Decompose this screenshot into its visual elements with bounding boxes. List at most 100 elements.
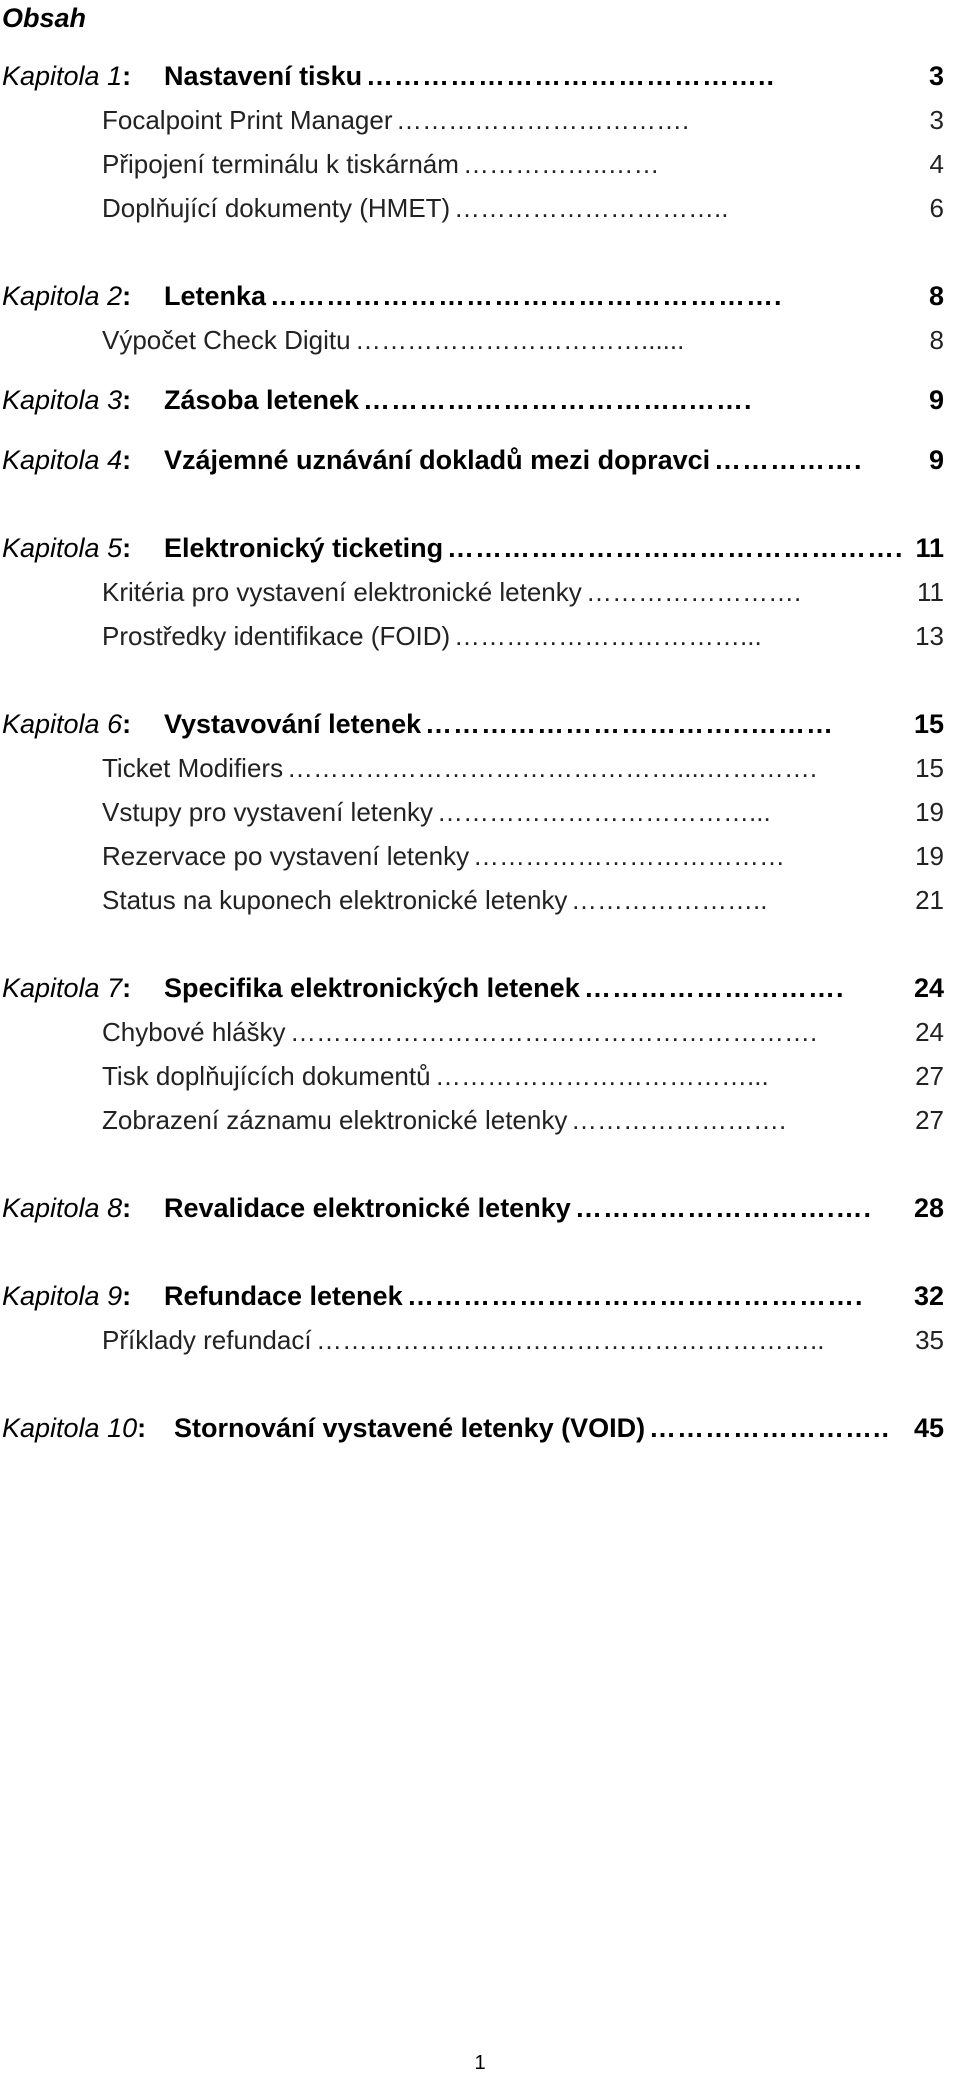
toc-chapter-row[interactable]: Kapitola 3: Zásoba letenek……………………………..……… bbox=[0, 380, 960, 424]
chapter-page-number: 32 bbox=[913, 1281, 944, 1311]
chapter-label: Kapitola 9: bbox=[2, 1276, 131, 1316]
chapter-number: Kapitola 6 bbox=[2, 709, 123, 739]
toc-section-row[interactable]: Příklady refundací………………………………………………….. 3… bbox=[0, 1320, 960, 1364]
section-title: Vstupy pro vystavení letenky bbox=[102, 797, 433, 827]
chapter-line: Kapitola 10: Stornování vystavené letenky… bbox=[0, 1408, 944, 1448]
chapter-line: Kapitola 2: Letenka………………………………………………. 8 bbox=[0, 276, 944, 316]
chapter-label: Kapitola 7: bbox=[2, 968, 131, 1008]
toc-chapter-row[interactable]: Kapitola 6: Vystavování letenek…………………………… bbox=[0, 704, 960, 748]
section-title: Focalpoint Print Manager bbox=[102, 105, 393, 135]
section-title: Zobrazení záznamu elektronické letenky bbox=[102, 1105, 568, 1135]
chapter-colon: : bbox=[137, 1413, 147, 1443]
leader-dots: …………………….. bbox=[649, 1413, 891, 1443]
toc-chapter-row[interactable]: Kapitola 5: Elektronický ticketing…………………… bbox=[0, 528, 960, 572]
toc-section-row[interactable]: Chybové hlášky……………………………………………………. 24 bbox=[0, 1012, 960, 1056]
toc-chapter-row[interactable]: Kapitola 1: Nastavení tisku……………………………………… bbox=[0, 56, 960, 100]
toc-chapter-row[interactable]: Kapitola 10: Stornování vystavené letenky… bbox=[0, 1408, 960, 1452]
toc-section-row[interactable]: Ticket Modifiers………………………………………....………….… bbox=[0, 748, 960, 792]
leader-dots: ………………………………………………….. bbox=[316, 1325, 825, 1355]
leader-dots: …………………………………………. bbox=[447, 533, 901, 563]
section-page-number: 8 bbox=[929, 325, 944, 355]
section-page-number: 24 bbox=[915, 1017, 944, 1047]
section-line: Zobrazení záznamu elektronické letenky……… bbox=[0, 1100, 944, 1140]
leader-dots: ………………….. bbox=[571, 885, 768, 915]
section-title: Chybové hlášky bbox=[102, 1017, 286, 1047]
section-line: Připojení terminálu k tiskárnám……………..……… bbox=[0, 144, 944, 184]
chapter-title: Nastavení tisku bbox=[164, 61, 363, 91]
leader-dots: ……………………………... bbox=[454, 621, 762, 651]
section-line: Chybové hlášky……………………………………………………. 24 bbox=[0, 1012, 944, 1052]
chapter-title: Refundace letenek bbox=[164, 1281, 403, 1311]
chapter-page-number: 9 bbox=[928, 385, 944, 415]
toc-chapter-row[interactable]: Kapitola 2: Letenka………………………………………………. 8 bbox=[0, 276, 960, 320]
section-page-number: 11 bbox=[917, 577, 944, 607]
leader-dots: ………………………………………………. bbox=[270, 281, 783, 311]
chapter-colon: : bbox=[122, 709, 132, 739]
leader-dots: ……………. bbox=[714, 445, 863, 475]
page-number: 1 bbox=[474, 2052, 486, 2074]
section-line: Ticket Modifiers………………………………………....………….… bbox=[0, 748, 944, 788]
chapter-number: Kapitola 3 bbox=[2, 385, 123, 415]
chapter-colon: : bbox=[122, 973, 132, 1003]
chapter-colon: : bbox=[122, 445, 132, 475]
toc-chapter-row[interactable]: Kapitola 8: Revalidace elektronické leten… bbox=[0, 1188, 960, 1232]
section-page-number: 21 bbox=[915, 885, 944, 915]
leader-dots: ……………………………...... bbox=[355, 325, 685, 355]
section-line: Status na kuponech elektronické letenky…… bbox=[0, 880, 944, 920]
chapter-number: Kapitola 5 bbox=[2, 533, 123, 563]
chapter-page-number: 24 bbox=[913, 973, 944, 1003]
chapter-title: Elektronický ticketing bbox=[164, 533, 444, 563]
section-line: Výpočet Check Digitu……………………………...... 8 bbox=[0, 320, 944, 360]
leader-dots: ……………………. bbox=[586, 577, 802, 607]
section-title: Kritéria pro vystavení elektronické lete… bbox=[102, 577, 582, 607]
leader-dots: ……………………………. bbox=[396, 105, 690, 135]
chapter-colon: : bbox=[122, 533, 132, 563]
section-page-number: 4 bbox=[929, 149, 944, 179]
toc-section-row[interactable]: Připojení terminálu k tiskárnám……………..……… bbox=[0, 144, 960, 188]
section-page-number: 19 bbox=[915, 797, 944, 827]
chapter-label: Kapitola 4: bbox=[2, 440, 131, 480]
toc-section-row[interactable]: Zobrazení záznamu elektronické letenky……… bbox=[0, 1100, 960, 1144]
toc-section-row[interactable]: Doplňující dokumenty (HMET)………………………….. 6 bbox=[0, 188, 960, 232]
chapter-line: Kapitola 5: Elektronický ticketing…………………… bbox=[0, 528, 944, 568]
chapter-title: Revalidace elektronické letenky bbox=[164, 1193, 571, 1223]
toc-section-row[interactable]: Prostředky identifikace (FOID)…………………………… bbox=[0, 616, 960, 660]
section-title: Status na kuponech elektronické letenky bbox=[102, 885, 568, 915]
section-page-number: 19 bbox=[915, 841, 944, 871]
chapter-page-number: 15 bbox=[913, 709, 944, 739]
chapter-number: Kapitola 7 bbox=[2, 973, 123, 1003]
chapter-number: Kapitola 8 bbox=[2, 1193, 123, 1223]
toc-section-row[interactable]: Vstupy pro vystavení letenky………………………………… bbox=[0, 792, 960, 836]
toc-section-row[interactable]: Výpočet Check Digitu……………………………...... 8 bbox=[0, 320, 960, 364]
section-page-number: 27 bbox=[915, 1105, 944, 1135]
toc-chapter-row[interactable]: Kapitola 4: Vzájemné uznávání dokladů mez… bbox=[0, 440, 960, 484]
leader-dots: ………………………….. bbox=[454, 193, 729, 223]
chapter-line: Kapitola 7: Specifika elektronických lete… bbox=[0, 968, 944, 1008]
toc-chapter-row[interactable]: Kapitola 9: Refundace letenek………………………………… bbox=[0, 1276, 960, 1320]
chapter-label: Kapitola 5: bbox=[2, 528, 131, 568]
section-page-number: 13 bbox=[915, 621, 944, 651]
toc-chapter-row[interactable]: Kapitola 7: Specifika elektronických lete… bbox=[0, 968, 960, 1012]
toc-section-row[interactable]: Focalpoint Print Manager……………………………. 3 bbox=[0, 100, 960, 144]
leader-dots: …………………………………………. bbox=[407, 1281, 864, 1311]
section-page-number: 35 bbox=[915, 1325, 944, 1355]
chapter-title: Stornování vystavené letenky (VOID) bbox=[174, 1413, 646, 1443]
leader-dots: ………………………. bbox=[584, 973, 845, 1003]
section-line: Focalpoint Print Manager……………………………. 3 bbox=[0, 100, 944, 140]
section-page-number: 3 bbox=[929, 105, 944, 135]
section-title: Prostředky identifikace (FOID) bbox=[102, 621, 451, 651]
chapter-number: Kapitola 9 bbox=[2, 1281, 123, 1311]
section-line: Vstupy pro vystavení letenky………………………………… bbox=[0, 792, 944, 832]
chapter-label: Kapitola 3: bbox=[2, 380, 131, 420]
leader-dots: ………………………………... bbox=[437, 797, 771, 827]
toc-section-row[interactable]: Rezervace po vystavení letenky…………………………… bbox=[0, 836, 960, 880]
toc-section-row[interactable]: Status na kuponech elektronické letenky…… bbox=[0, 880, 960, 924]
toc-section-row[interactable]: Tisk doplňujících dokumentů……………………………….… bbox=[0, 1056, 960, 1100]
chapter-number: Kapitola 1 bbox=[2, 61, 123, 91]
toc-section-row[interactable]: Kritéria pro vystavení elektronické lete… bbox=[0, 572, 960, 616]
chapter-colon: : bbox=[122, 385, 132, 415]
section-page-number: 27 bbox=[915, 1061, 944, 1091]
chapter-line: Kapitola 1: Nastavení tisku……………………………………… bbox=[0, 56, 944, 96]
chapter-label: Kapitola 10: bbox=[2, 1408, 146, 1448]
